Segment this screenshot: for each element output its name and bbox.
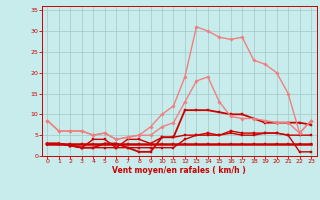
X-axis label: Vent moyen/en rafales ( km/h ): Vent moyen/en rafales ( km/h ): [112, 166, 246, 175]
